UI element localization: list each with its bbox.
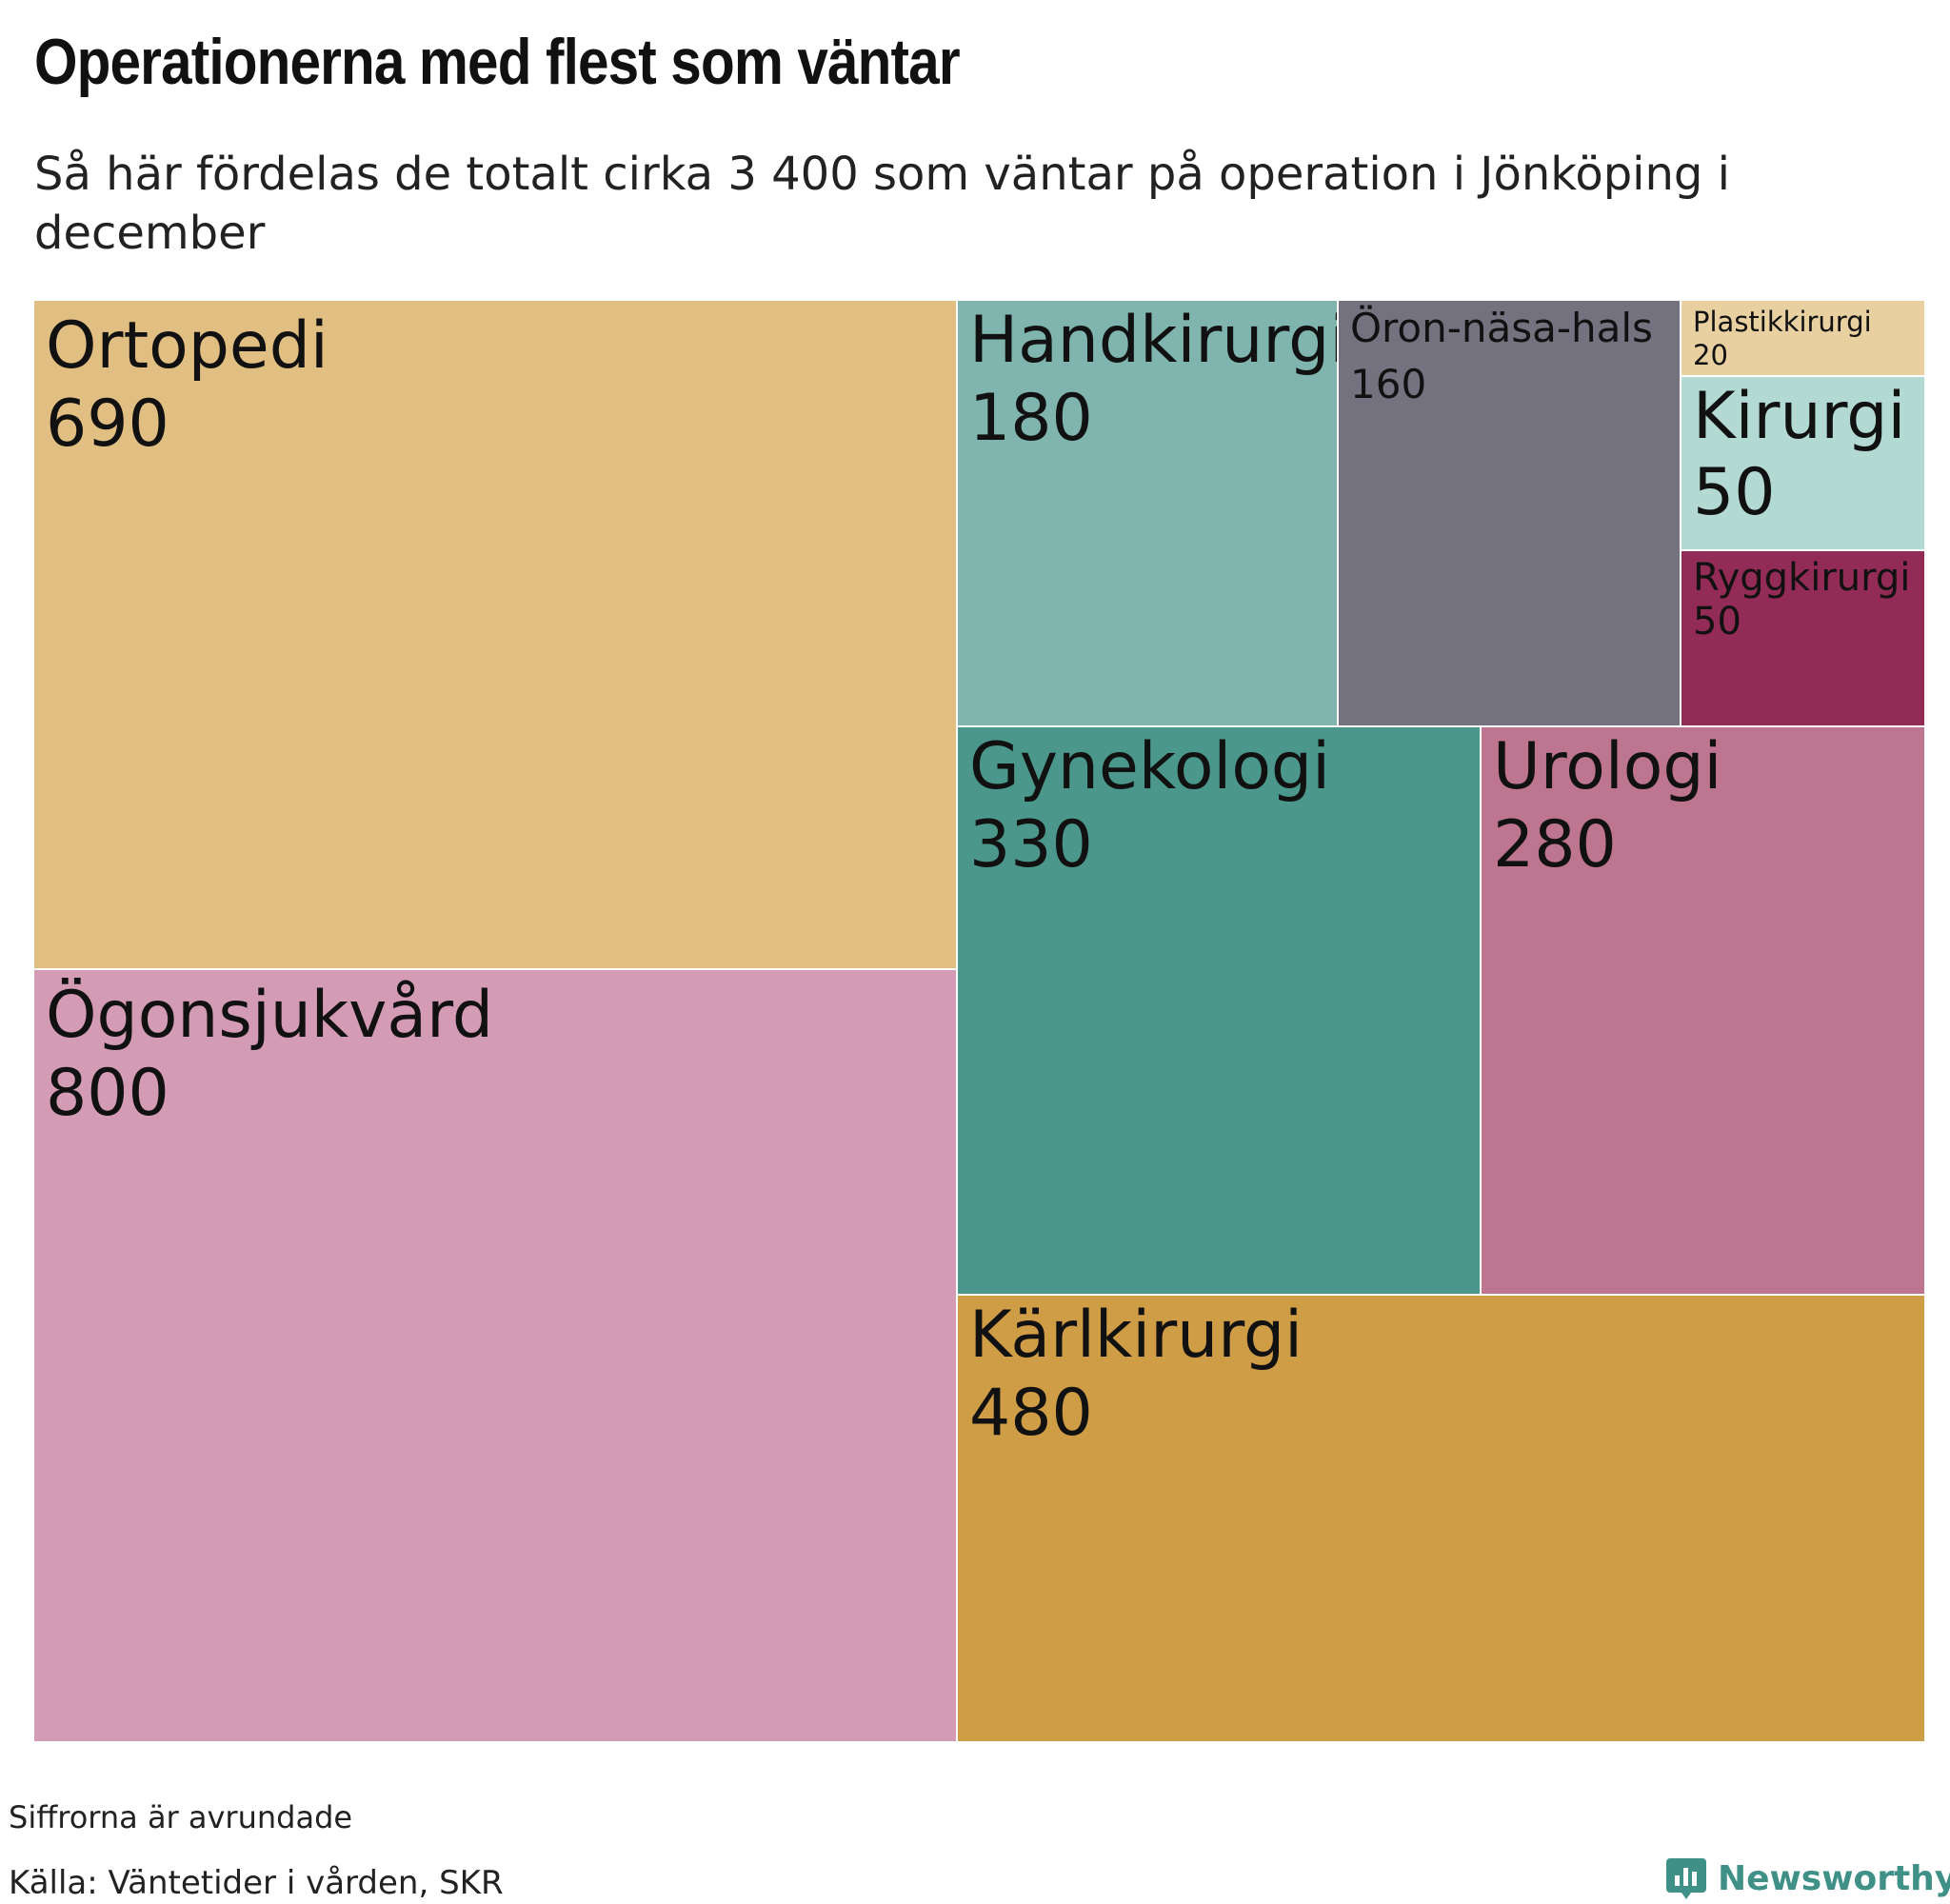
tile-name-plastikkirurgi: Plastikkirurgi [1693,306,1872,338]
tile-value-gynekologi: 330 [969,807,1093,883]
treemap-tile-oron-nasa-hals: Öron-näsa-hals 160 [1338,300,1681,726]
tile-value-plastikkirurgi: 20 [1693,339,1728,371]
tile-value-ortopedi: 690 [46,387,169,462]
tile-name-ogonsjukvard: Ögonsjukvård [46,978,494,1053]
tile-name-ortopedi: Ortopedi [46,308,328,384]
treemap-tile-ortopedi: Ortopedi 690 [33,300,957,969]
treemap-tile-plastikkirurgi: Plastikkirurgi 20 [1681,300,1925,376]
treemap-chart: Ortopedi 690 Ögonsjukvård 800 Handkirurgi 180… [33,300,1925,1742]
treemap-tile-urologi: Urologi 280 [1481,726,1925,1295]
rounding-note: Siffrorna är avrundade [9,1799,353,1835]
tile-value-handkirurgi: 180 [969,381,1093,456]
chart-subtitle: Så här fördelas de totalt cirka 3 400 so… [34,148,1730,260]
tile-name-handkirurgi: Handkirurgi [969,303,1338,378]
chart-title: Operationerna med flest som väntar [34,26,961,98]
tile-name-urologi: Urologi [1493,729,1722,804]
treemap-tile-karlkirurgi: Kärlkirurgi 480 [957,1295,1925,1742]
newsworthy-logo: Newsworthy [1666,1856,1950,1900]
treemap-tile-gynekologi: Gynekologi 330 [957,726,1481,1295]
newsworthy-logo-icon [1666,1858,1706,1899]
tile-value-ryggkirurgi: 50 [1693,600,1741,644]
tile-value-urologi: 280 [1493,807,1617,883]
tile-value-ogonsjukvard: 800 [46,1056,169,1131]
treemap-tile-kirurgi: Kirurgi 50 [1681,376,1925,550]
tile-value-oron-nasa-hals: 160 [1350,361,1427,407]
treemap-tile-handkirurgi: Handkirurgi 180 [957,300,1338,726]
treemap-tile-ryggkirurgi: Ryggkirurgi 50 [1681,550,1925,726]
tile-value-kirurgi: 50 [1693,455,1776,530]
newsworthy-wordmark: Newsworthy [1718,1858,1950,1898]
tile-name-ryggkirurgi: Ryggkirurgi [1693,556,1911,600]
tile-name-gynekologi: Gynekologi [969,729,1330,804]
tile-value-karlkirurgi: 480 [969,1376,1093,1451]
treemap-tile-ogonsjukvard: Ögonsjukvård 800 [33,969,957,1742]
source-note: Källa: Väntetider i vården, SKR [9,1864,504,1902]
tile-name-karlkirurgi: Kärlkirurgi [969,1298,1303,1373]
tile-name-oron-nasa-hals: Öron-näsa-hals [1350,305,1653,351]
tile-name-kirurgi: Kirurgi [1693,379,1906,454]
